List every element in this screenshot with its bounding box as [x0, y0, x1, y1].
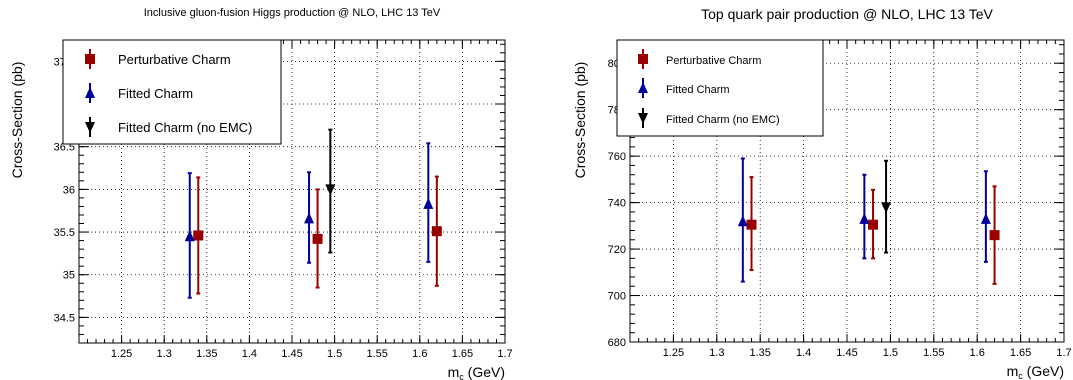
data-point: [746, 219, 757, 230]
y-tick-label: 700: [608, 291, 626, 303]
data-point: [312, 233, 323, 244]
y-tick-label: 740: [608, 198, 626, 210]
legend-marker: [638, 113, 648, 124]
legend-box: [616, 39, 824, 137]
chart-1: Inclusive gluon-fusion Higgs production …: [9, 7, 513, 380]
x-tick-label: 1.4: [796, 347, 811, 359]
x-tick-label: 1.65: [1010, 347, 1031, 359]
x-tick-label: 1.5: [883, 347, 898, 359]
x-axis-label: mc (GeV): [1007, 363, 1064, 380]
x-tick-label: 1.7: [497, 348, 512, 360]
data-point: [184, 230, 195, 242]
legend-label: Fitted Charm: [666, 84, 730, 96]
y-tick-label: 34.5: [54, 312, 75, 324]
chart-2: Top quark pair production @ NLO, LHC 13 …: [572, 6, 1072, 380]
legend-marker: [85, 122, 95, 133]
legend-marker: [85, 54, 95, 64]
data-point: [325, 184, 336, 196]
legend-label: Perturbative Charm: [666, 55, 761, 67]
y-tick-label: 36.5: [54, 142, 75, 154]
legend-label: Fitted Charm: [118, 86, 193, 101]
data-point: [989, 230, 1000, 241]
chart-title: Top quark pair production @ NLO, LHC 13 …: [701, 6, 993, 22]
data-point: [193, 230, 204, 241]
x-tick-label: 1.6: [412, 348, 427, 360]
x-tick-label: 1.5: [327, 348, 342, 360]
x-tick-label: 1.3: [157, 348, 172, 360]
y-tick-label: 35.5: [54, 227, 75, 239]
legend-label: Fitted Charm (no EMC): [666, 114, 780, 126]
y-tick-label: 680: [608, 337, 626, 349]
x-tick-label: 1.25: [663, 347, 684, 359]
data-point: [980, 212, 991, 224]
data-point: [881, 202, 892, 214]
x-tick-label: 1.4: [242, 348, 257, 360]
legend-label: Perturbative Charm: [118, 52, 231, 67]
x-tick-label: 1.25: [111, 348, 132, 360]
data-point: [431, 226, 442, 237]
chart-title: Inclusive gluon-fusion Higgs production …: [144, 7, 441, 19]
y-axis-label: Cross-Section (pb): [572, 62, 588, 179]
x-tick-label: 1.3: [709, 347, 724, 359]
data-point: [423, 197, 434, 209]
x-tick-label: 1.65: [452, 348, 473, 360]
y-tick-label: 36: [63, 184, 75, 196]
data-point: [859, 212, 870, 224]
x-tick-label: 1.35: [196, 348, 217, 360]
legend-marker: [85, 87, 95, 98]
legend-box: [62, 39, 282, 145]
x-tick-label: 1.35: [749, 347, 770, 359]
legend-label: Fitted Charm (no EMC): [118, 120, 252, 135]
x-tick-label: 1.45: [836, 347, 857, 359]
x-axis-label: mc (GeV): [448, 364, 505, 380]
data-point: [737, 215, 748, 227]
x-tick-label: 1.45: [281, 348, 302, 360]
y-tick-label: 720: [608, 244, 626, 256]
y-tick-label: 760: [608, 151, 626, 163]
x-tick-label: 1.55: [923, 347, 944, 359]
x-tick-label: 1.7: [1056, 347, 1071, 359]
data-point: [868, 219, 879, 230]
legend-marker: [638, 54, 648, 64]
x-tick-label: 1.6: [970, 347, 985, 359]
x-tick-label: 1.55: [366, 348, 387, 360]
data-point: [304, 212, 315, 224]
legend-marker: [638, 82, 648, 93]
y-axis-label: Cross-Section (pb): [9, 62, 25, 179]
y-tick-label: 35: [63, 270, 75, 282]
